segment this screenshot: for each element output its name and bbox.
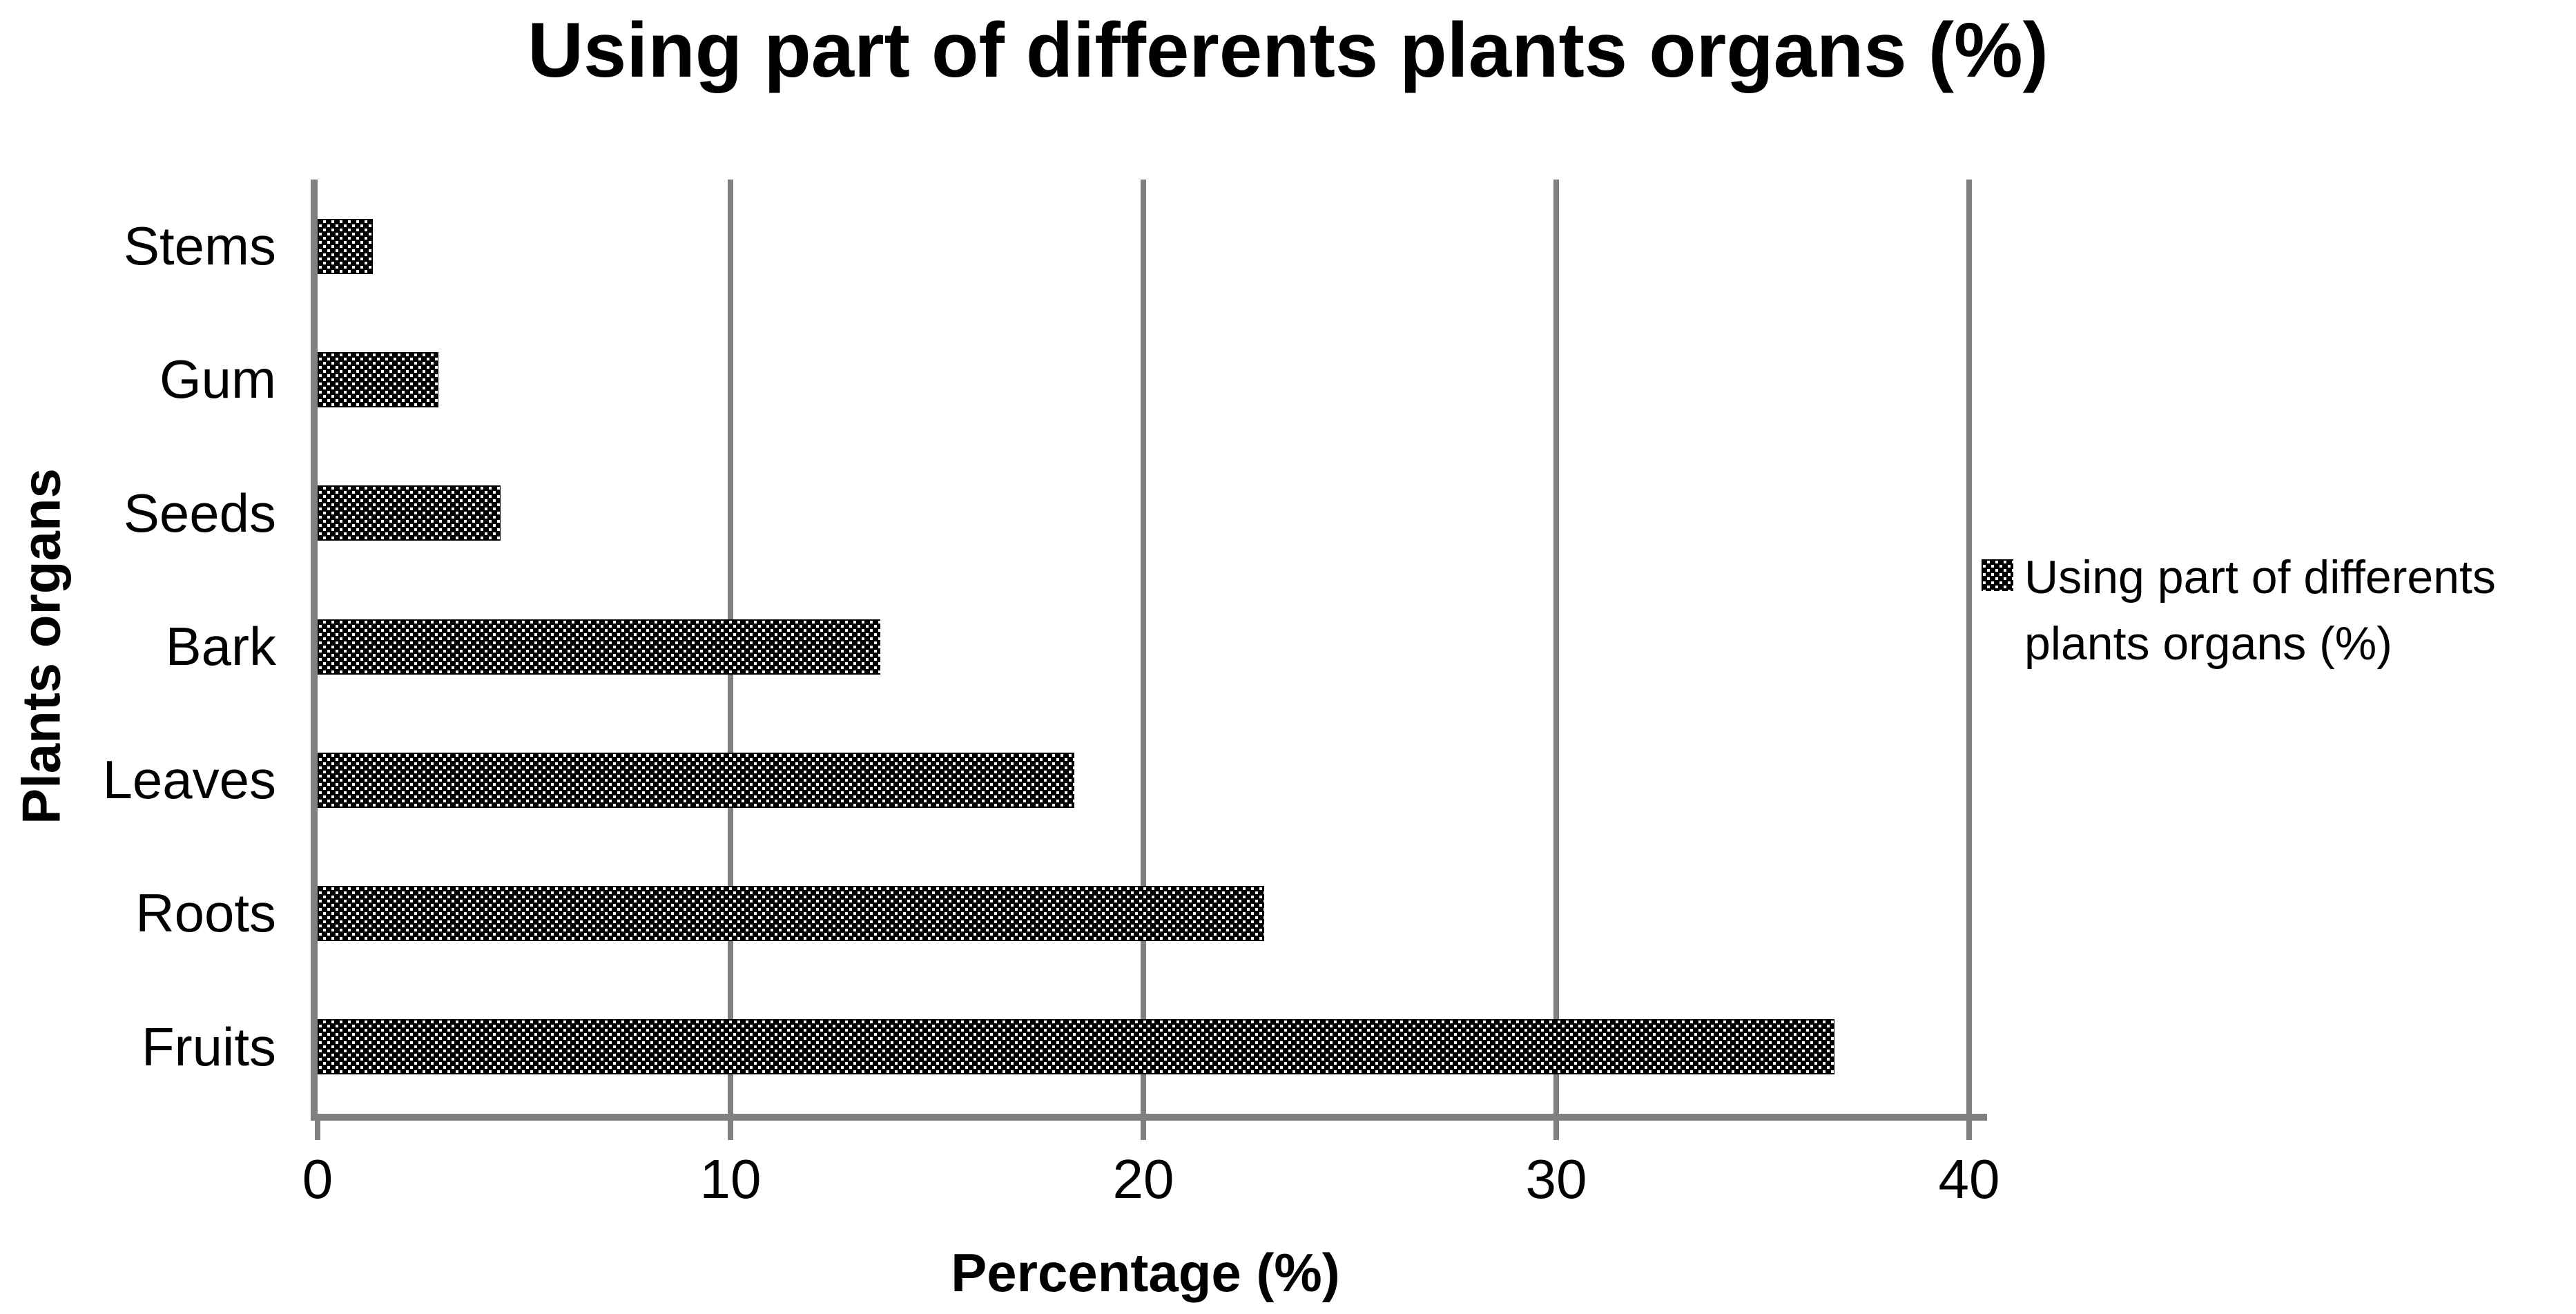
plot-area (311, 180, 1987, 1121)
category-label-bark: Bark (165, 615, 276, 677)
bar-roots (318, 886, 1265, 942)
x-ticklabel-10: 10 (699, 1148, 762, 1210)
x-tickmark-40 (1966, 1121, 1972, 1140)
x-axis-title: Percentage (%) (951, 1242, 1340, 1303)
x-ticklabel-0: 0 (302, 1148, 333, 1210)
bar-gum (318, 351, 439, 407)
legend-label: Using part of differents plants organs (… (2024, 544, 2496, 677)
x-ticklabel-30: 30 (1525, 1148, 1587, 1210)
category-label-stems: Stems (123, 215, 276, 276)
category-label-seeds: Seeds (123, 482, 276, 543)
legend-label-line2: plants organs (%) (2024, 617, 2392, 670)
bar-bark (318, 619, 881, 675)
category-label-gum: Gum (159, 349, 276, 410)
x-tickmark-30 (1553, 1121, 1559, 1140)
bar-fruits (318, 1019, 1834, 1075)
chart-title: Using part of differents plants organs (… (527, 7, 2049, 93)
legend-label-line1: Using part of differents (2024, 551, 2496, 603)
x-tickmark-10 (728, 1121, 733, 1140)
x-ticklabel-20: 20 (1112, 1148, 1174, 1210)
category-label-roots: Roots (135, 882, 276, 944)
gridline-x-20 (1141, 180, 1146, 1114)
bar-seeds (318, 485, 501, 541)
x-tickmark-20 (1141, 1121, 1146, 1140)
x-ticklabel-40: 40 (1938, 1148, 2000, 1210)
gridline-x-30 (1553, 180, 1559, 1114)
x-tickmark-0 (315, 1121, 320, 1140)
legend: Using part of differents plants organs (… (1982, 544, 2575, 677)
category-label-leaves: Leaves (102, 749, 276, 811)
bar-leaves (318, 752, 1075, 808)
gridline-x-40 (1966, 180, 1972, 1114)
bar-stems (318, 218, 373, 274)
category-label-fruits: Fruits (142, 1016, 276, 1077)
legend-pattern-swatch-icon (1982, 559, 2013, 591)
